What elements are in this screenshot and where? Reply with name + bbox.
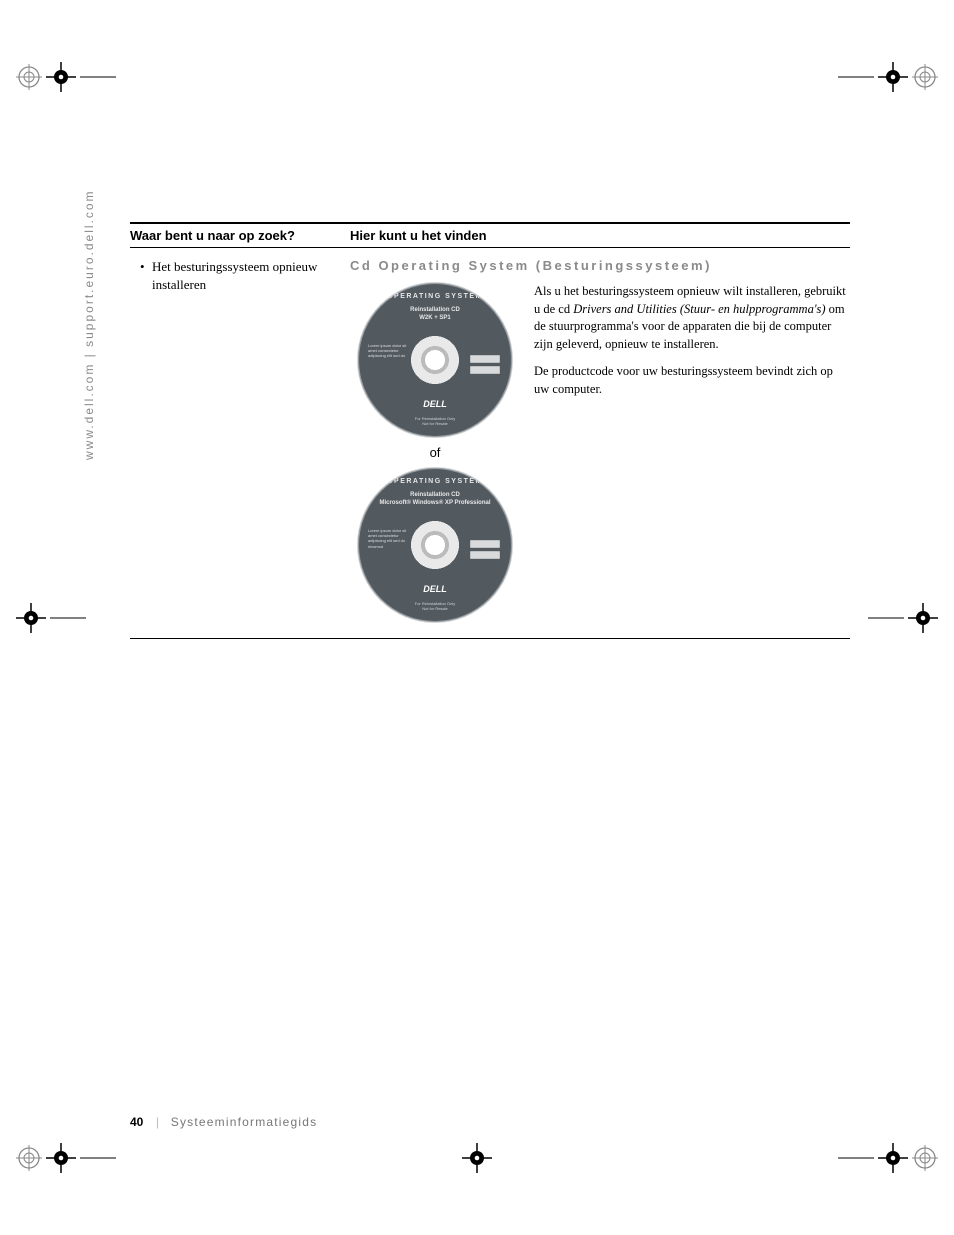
crosshair-icon bbox=[878, 1143, 908, 1173]
cd1-sub-line2: W2K + SP1 bbox=[419, 315, 451, 321]
cd-column: OPERATING SYSTEM Reinstallation CD W2K +… bbox=[350, 283, 520, 622]
cd-button-icon bbox=[470, 366, 500, 374]
registration-icon bbox=[16, 1145, 42, 1171]
registration-icon bbox=[16, 64, 42, 90]
crop-line-icon bbox=[838, 67, 874, 87]
crosshair-icon bbox=[16, 603, 46, 633]
cd2-logo: DELL bbox=[358, 584, 512, 594]
cd1-fine-print: Lorem ipsum dolor sit amet consectetur a… bbox=[368, 343, 412, 359]
sidebar-url: www.dell.com | support.euro.dell.com bbox=[82, 189, 96, 460]
text-column: Als u het besturingssysteem opnieuw wilt… bbox=[534, 283, 850, 622]
crop-mark-bottom-right bbox=[838, 1143, 938, 1173]
crosshair-icon bbox=[908, 603, 938, 633]
cd-image-1: OPERATING SYSTEM Reinstallation CD W2K +… bbox=[358, 283, 512, 437]
crop-mark-bottom-center bbox=[462, 1143, 492, 1173]
footer-title: Systeeminformatiegids bbox=[171, 1115, 318, 1129]
cd1-buttons bbox=[470, 355, 500, 374]
page-number: 40 bbox=[130, 1115, 143, 1129]
row-left-column: Het besturingssysteem opnieuw installere… bbox=[130, 258, 350, 622]
crop-line-icon bbox=[80, 1148, 116, 1168]
section-title: Cd Operating System (Besturingssysteem) bbox=[350, 258, 850, 273]
bullet-item: Het besturingssysteem opnieuw installere… bbox=[140, 258, 350, 293]
crop-mark-top-left bbox=[16, 62, 116, 92]
cd2-fine-print: Lorem ipsum dolor sit amet consectetur a… bbox=[368, 528, 412, 549]
crop-mark-top-right bbox=[838, 62, 938, 92]
cd2-sub-line1: Reinstallation CD bbox=[410, 492, 460, 498]
cd1-logo: DELL bbox=[358, 399, 512, 409]
paragraph-1-italic: Drivers and Utilities (Stuur- en hulppro… bbox=[573, 302, 825, 316]
registration-icon bbox=[912, 64, 938, 90]
cd2-top: OPERATING SYSTEM bbox=[358, 478, 512, 485]
table-header-left: Waar bent u naar op zoek? bbox=[130, 228, 350, 243]
crop-mark-mid-right bbox=[868, 603, 938, 633]
registration-icon bbox=[912, 1145, 938, 1171]
of-label: of bbox=[430, 445, 441, 460]
crosshair-icon bbox=[878, 62, 908, 92]
table-header: Waar bent u naar op zoek? Hier kunt u he… bbox=[130, 222, 850, 248]
row-right-column: Cd Operating System (Besturingssysteem) … bbox=[350, 258, 850, 622]
cd2-buttons bbox=[470, 540, 500, 559]
footer-separator: | bbox=[156, 1115, 160, 1129]
page-footer: 40 | Systeeminformatiegids bbox=[130, 1115, 317, 1129]
crosshair-icon bbox=[462, 1143, 492, 1173]
crop-line-icon bbox=[868, 608, 904, 628]
paragraph-1: Als u het besturingssysteem opnieuw wilt… bbox=[534, 283, 850, 353]
cd-button-icon bbox=[470, 540, 500, 548]
cd-button-icon bbox=[470, 551, 500, 559]
cd1-subtitle: Reinstallation CD W2K + SP1 bbox=[358, 307, 512, 322]
crosshair-icon bbox=[46, 62, 76, 92]
cd1-top: OPERATING SYSTEM bbox=[358, 293, 512, 300]
table-header-right: Hier kunt u het vinden bbox=[350, 228, 850, 243]
crop-line-icon bbox=[838, 1148, 874, 1168]
crop-mark-mid-left bbox=[16, 603, 86, 633]
paragraph-2: De productcode voor uw besturingssysteem… bbox=[534, 363, 850, 398]
table-row: Het besturingssysteem opnieuw installere… bbox=[130, 248, 850, 639]
crop-mark-bottom-left bbox=[16, 1143, 116, 1173]
cd-button-icon bbox=[470, 355, 500, 363]
crosshair-icon bbox=[46, 1143, 76, 1173]
cd2-bottom-text: For Reinstallation OnlyNot for Resale bbox=[358, 602, 512, 612]
cd1-sub-line1: Reinstallation CD bbox=[410, 307, 460, 313]
cd2-sub-line2: Microsoft® Windows® XP Professional bbox=[379, 500, 490, 506]
cd2-subtitle: Reinstallation CD Microsoft® Windows® XP… bbox=[358, 492, 512, 507]
cd-image-2: OPERATING SYSTEM Reinstallation CD Micro… bbox=[358, 468, 512, 622]
crop-line-icon bbox=[80, 67, 116, 87]
content-area: Waar bent u naar op zoek? Hier kunt u he… bbox=[130, 222, 850, 639]
crop-line-icon bbox=[50, 608, 86, 628]
cd1-bottom-text: For Reinstallation OnlyNot for Resale bbox=[358, 417, 512, 427]
